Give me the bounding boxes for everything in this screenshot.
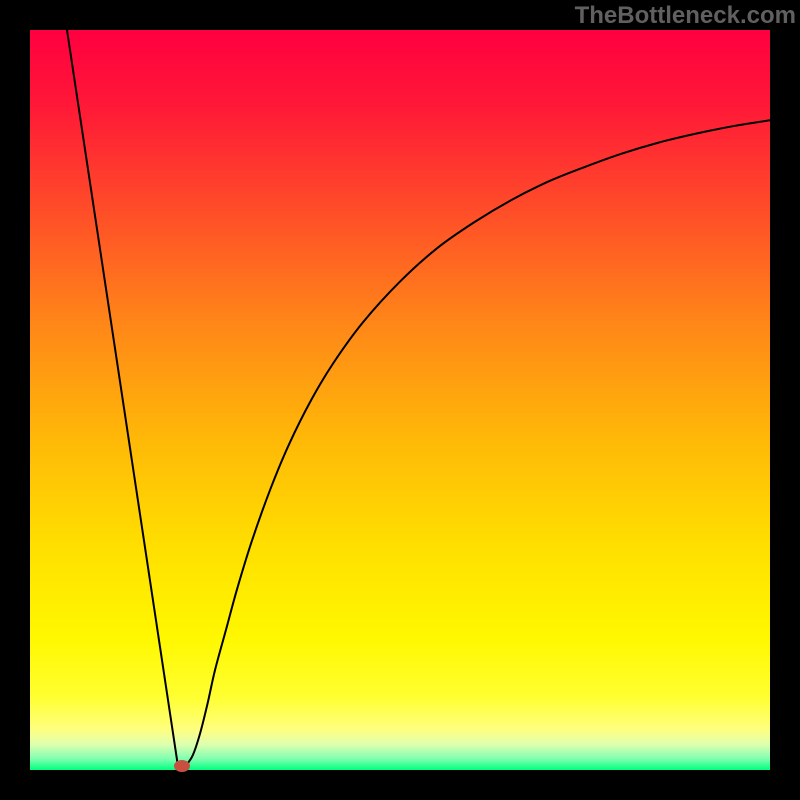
chart-container: TheBottleneck.com [0,0,800,800]
right-curve [185,120,770,766]
watermark-text: TheBottleneck.com [575,2,796,30]
curve-overlay [30,30,770,770]
minimum-marker [174,760,190,772]
left-line-segment [67,30,178,766]
plot-area [30,30,770,770]
